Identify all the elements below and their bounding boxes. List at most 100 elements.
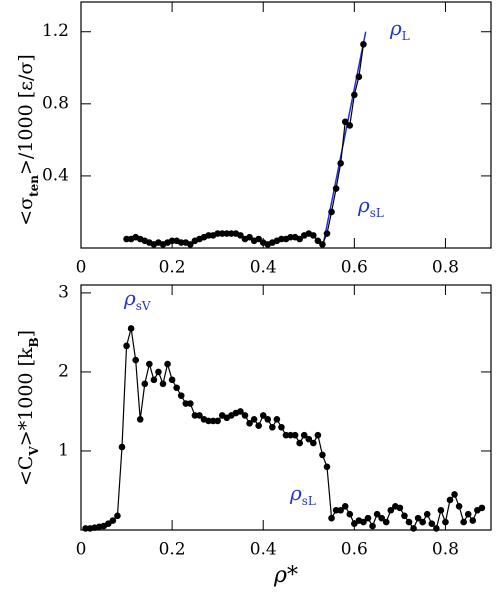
annotation-sub: L [402, 29, 410, 43]
data-point [446, 496, 454, 504]
annotation: ρsV [123, 286, 151, 313]
plot-frame [80, 1, 492, 249]
data-point [387, 506, 395, 514]
data-point [150, 376, 158, 384]
data-point [360, 41, 367, 48]
x-tick-label: 0.4 [250, 258, 277, 278]
data-point [305, 435, 313, 443]
data-point [414, 514, 422, 522]
data-point [478, 504, 486, 512]
data-point [401, 512, 408, 520]
data-point [300, 431, 308, 439]
data-point [136, 416, 144, 423]
data-point [442, 518, 449, 526]
data-point [168, 237, 176, 245]
data-point [278, 423, 285, 431]
data-point [282, 431, 290, 439]
data-point [214, 417, 221, 425]
data-point [291, 431, 299, 439]
data-point [396, 504, 404, 512]
data-point [187, 400, 194, 407]
data-point [437, 506, 445, 514]
data-point [455, 502, 463, 510]
data-point [332, 185, 340, 192]
data-point [319, 451, 326, 459]
y-axis-label-part: ] [15, 330, 37, 337]
data-point [273, 416, 281, 423]
data-point [246, 233, 253, 241]
data-point [314, 431, 322, 439]
data-point [346, 510, 354, 518]
data-point [373, 510, 381, 518]
data-point [410, 525, 417, 532]
y-tick-label: 1 [58, 440, 69, 460]
annotation-symbol: ρ [289, 481, 302, 505]
data-point [337, 506, 344, 514]
data-point [177, 392, 185, 399]
y-axis-label: <CV>*1000 [kB] [15, 330, 41, 486]
data-point [132, 356, 139, 364]
data-point [237, 408, 244, 415]
y-axis-label-sub: B [27, 337, 41, 347]
data-point [255, 235, 262, 243]
data-point [173, 384, 180, 392]
x-axis-label: ρ* [273, 563, 298, 588]
data-point [328, 514, 335, 522]
data-line [126, 44, 365, 246]
x-tick-label: 0.6 [341, 540, 368, 560]
y-tick-label: 2 [58, 361, 69, 381]
x-tick-label: 0.8 [432, 258, 459, 278]
data-point [146, 360, 153, 368]
annotation: ρL [389, 16, 410, 43]
data-point [433, 525, 440, 532]
data-point [310, 439, 317, 447]
y-axis-label-sub: V [27, 446, 41, 457]
y-axis-label-part: >*1000 [k [15, 347, 37, 446]
y-tick-label: 1.2 [42, 21, 69, 41]
annotation-sub: sV [136, 299, 151, 313]
data-point [323, 230, 331, 237]
data-point [405, 518, 413, 526]
x-tick-label: 0 [76, 258, 87, 278]
data-point [287, 233, 294, 241]
data-point [114, 512, 121, 520]
data-point [346, 122, 354, 129]
data-point [314, 237, 322, 245]
data-point [155, 368, 162, 376]
data-point [419, 518, 426, 526]
annotation-symbol: ρ [123, 286, 136, 310]
data-point [118, 443, 126, 451]
data-point [337, 159, 344, 167]
y-tick-label: 0.8 [42, 93, 69, 113]
data-point [278, 235, 285, 243]
x-tick-label: 0.2 [159, 258, 186, 278]
data-point [246, 420, 253, 427]
data-point [123, 235, 130, 243]
data-point [287, 431, 294, 439]
data-point [168, 376, 176, 384]
y-axis-label-part: <C [15, 456, 37, 486]
data-point [214, 230, 221, 237]
data-point [360, 518, 367, 526]
y-tick-label: 0.4 [42, 165, 69, 185]
data-point [364, 514, 372, 522]
y-axis-label-sub: ten [27, 175, 41, 197]
annotation: ρsL [289, 481, 316, 508]
annotation: ρsL [357, 193, 384, 220]
data-point [423, 510, 431, 518]
x-tick-label: 0.6 [341, 258, 368, 278]
data-point [259, 412, 267, 419]
data-point [191, 412, 199, 419]
data-point [187, 241, 194, 248]
data-point [451, 491, 458, 498]
data-point [428, 520, 436, 527]
data-point [209, 417, 217, 425]
x-tick-label: 0.2 [159, 540, 186, 560]
x-tick-label: 0.8 [432, 540, 459, 560]
data-point [460, 518, 467, 526]
data-point [319, 241, 326, 248]
data-point [228, 230, 235, 237]
data-point [355, 73, 363, 81]
data-point [382, 518, 390, 526]
